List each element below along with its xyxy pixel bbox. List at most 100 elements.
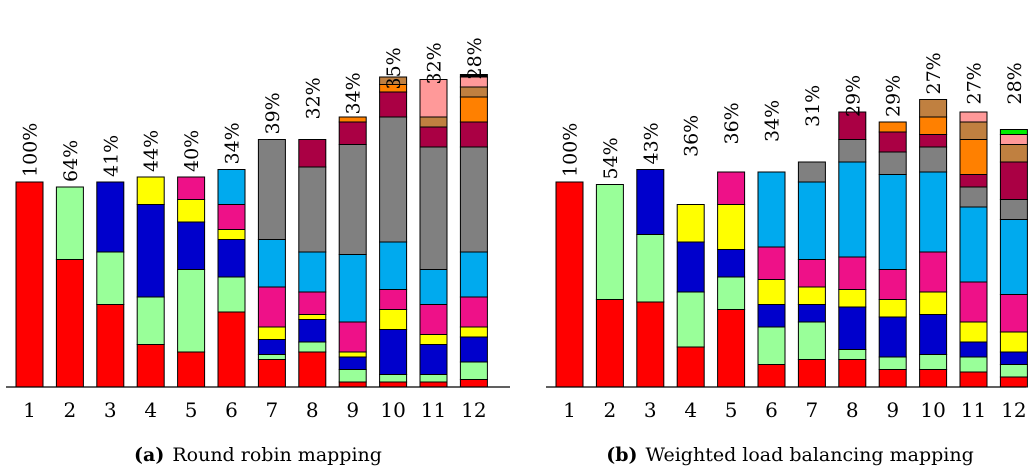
percent-label-a-9: 34% bbox=[343, 72, 365, 114]
tick-label-a-11: 11 bbox=[421, 398, 446, 422]
tick-label-b-5: 5 bbox=[725, 398, 738, 422]
bar-a-8-seg-7 bbox=[298, 166, 327, 253]
bar-b-10-seg-8 bbox=[919, 134, 948, 148]
tick-label-a-10: 10 bbox=[380, 398, 405, 422]
bar-b-12-seg-7 bbox=[999, 199, 1028, 220]
bar-a-4-seg-1 bbox=[136, 344, 165, 388]
bar-a-6-seg-4 bbox=[217, 229, 246, 240]
tick-label-b-3: 3 bbox=[644, 398, 657, 422]
bar-b-5-seg-5 bbox=[717, 171, 746, 205]
percent-label-b-2: 54% bbox=[600, 137, 622, 179]
tick-label-a-3: 3 bbox=[104, 398, 117, 422]
bar-b-10-seg-6 bbox=[919, 171, 948, 253]
bar-a-10-seg-6 bbox=[379, 241, 408, 290]
bar-b-6-seg-4 bbox=[757, 279, 786, 305]
bar-b-11-seg-3 bbox=[959, 341, 988, 358]
percent-label-b-3: 43% bbox=[640, 122, 662, 164]
tick-label-a-2: 2 bbox=[64, 398, 77, 422]
percent-label-a-2: 64% bbox=[60, 140, 82, 182]
bar-b-11-seg-8 bbox=[959, 174, 988, 188]
bar-b-8-seg-3 bbox=[838, 306, 867, 350]
bar-b-8-seg-5 bbox=[838, 256, 867, 290]
bar-a-12-seg-12 bbox=[459, 74, 488, 78]
percent-label-b-10: 27% bbox=[923, 52, 945, 94]
bar-a-11-seg-2 bbox=[419, 374, 448, 383]
bar-b-11-seg-4 bbox=[959, 321, 988, 343]
bar-b-12-seg-8 bbox=[999, 161, 1028, 200]
bar-b-8-seg-8 bbox=[838, 111, 867, 140]
bar-a-10-seg-10 bbox=[379, 76, 408, 85]
tick-label-b-4: 4 bbox=[684, 398, 697, 422]
bar-b-9-seg-2 bbox=[878, 356, 907, 370]
bar-a-12-seg-10 bbox=[459, 86, 488, 98]
caption-a: (a) Round robin mapping bbox=[134, 444, 382, 466]
bar-b-10-seg-7 bbox=[919, 146, 948, 173]
bar-a-10-seg-5 bbox=[379, 289, 408, 310]
bar-b-11-seg-10 bbox=[959, 121, 988, 140]
bar-a-5-seg-4 bbox=[177, 199, 206, 223]
bar-a-10-seg-4 bbox=[379, 309, 408, 330]
bar-b-9-seg-3 bbox=[878, 316, 907, 358]
bar-a-7-seg-6 bbox=[257, 239, 286, 288]
percent-label-a-4: 44% bbox=[141, 130, 163, 172]
bar-b-7-seg-1 bbox=[797, 359, 826, 388]
bar-a-7-seg-5 bbox=[257, 286, 286, 328]
bar-b-12-seg-10 bbox=[999, 144, 1028, 163]
bar-a-5-seg-1 bbox=[177, 351, 206, 388]
bar-a-10-seg-8 bbox=[379, 91, 408, 118]
bar-b-9-seg-6 bbox=[878, 174, 907, 270]
bar-b-3-seg-2 bbox=[636, 234, 665, 303]
bar-a-12-seg-9 bbox=[459, 96, 488, 123]
bar-a-2-seg-1 bbox=[55, 259, 84, 388]
percent-label-b-8: 29% bbox=[842, 75, 864, 117]
bar-b-8-seg-2 bbox=[838, 349, 867, 360]
percent-label-a-8: 32% bbox=[302, 77, 324, 119]
bar-b-3-seg-1 bbox=[636, 301, 665, 388]
tick-label-a-4: 4 bbox=[144, 398, 157, 422]
bar-a-12-seg-7 bbox=[459, 146, 488, 253]
bar-b-3-seg-3 bbox=[636, 169, 665, 235]
bar-b-2-seg-2 bbox=[595, 184, 624, 300]
bar-b-10-seg-2 bbox=[919, 354, 948, 370]
percent-label-a-5: 40% bbox=[181, 130, 203, 172]
percent-label-b-9: 29% bbox=[883, 75, 905, 117]
bar-a-9-seg-7 bbox=[338, 144, 367, 255]
bar-a-11-seg-9 bbox=[419, 116, 448, 128]
bar-a-10-seg-2 bbox=[379, 374, 408, 383]
bar-a-11-seg-10 bbox=[419, 79, 448, 118]
bar-b-11-seg-5 bbox=[959, 281, 988, 323]
tick-label-b-10: 10 bbox=[920, 398, 945, 422]
percent-label-b-4: 36% bbox=[681, 115, 703, 157]
bar-b-12-seg-4 bbox=[999, 331, 1028, 353]
bar-b-8-seg-6 bbox=[838, 161, 867, 258]
bar-a-8-seg-3 bbox=[298, 319, 327, 343]
bar-a-6-seg-1 bbox=[217, 311, 246, 388]
percent-label-b-1: 100% bbox=[560, 123, 582, 177]
bar-b-8-seg-1 bbox=[838, 359, 867, 388]
bar-a-9-seg-2 bbox=[338, 369, 367, 383]
tick-label-b-1: 1 bbox=[563, 398, 576, 422]
bar-b-7-seg-3 bbox=[797, 304, 826, 323]
bar-a-11-seg-5 bbox=[419, 304, 448, 335]
bar-a-11-seg-4 bbox=[419, 334, 448, 345]
tick-label-a-9: 9 bbox=[346, 398, 359, 422]
caption-b-label: (b) bbox=[606, 444, 637, 466]
bar-b-6-seg-1 bbox=[757, 364, 786, 388]
bar-a-10-seg-3 bbox=[379, 329, 408, 375]
bar-a-12-seg-3 bbox=[459, 336, 488, 363]
bar-b-12-seg-1 bbox=[999, 376, 1028, 388]
bar-a-4-seg-2 bbox=[136, 296, 165, 345]
percent-label-a-10: 35% bbox=[383, 47, 405, 89]
bar-a-7-seg-7 bbox=[257, 139, 286, 240]
bar-a-5-seg-3 bbox=[177, 221, 206, 270]
tick-label-a-1: 1 bbox=[23, 398, 36, 422]
bar-a-11-seg-1 bbox=[419, 381, 448, 388]
bar-b-6-seg-5 bbox=[757, 246, 786, 280]
bar-b-4-seg-2 bbox=[676, 291, 705, 348]
bar-a-12-seg-5 bbox=[459, 296, 488, 328]
bar-a-8-seg-6 bbox=[298, 251, 327, 293]
bar-a-4-seg-4 bbox=[136, 176, 165, 205]
tick-label-b-11: 11 bbox=[961, 398, 986, 422]
percent-label-b-11: 27% bbox=[964, 62, 986, 104]
bar-b-11-seg-7 bbox=[959, 186, 988, 208]
